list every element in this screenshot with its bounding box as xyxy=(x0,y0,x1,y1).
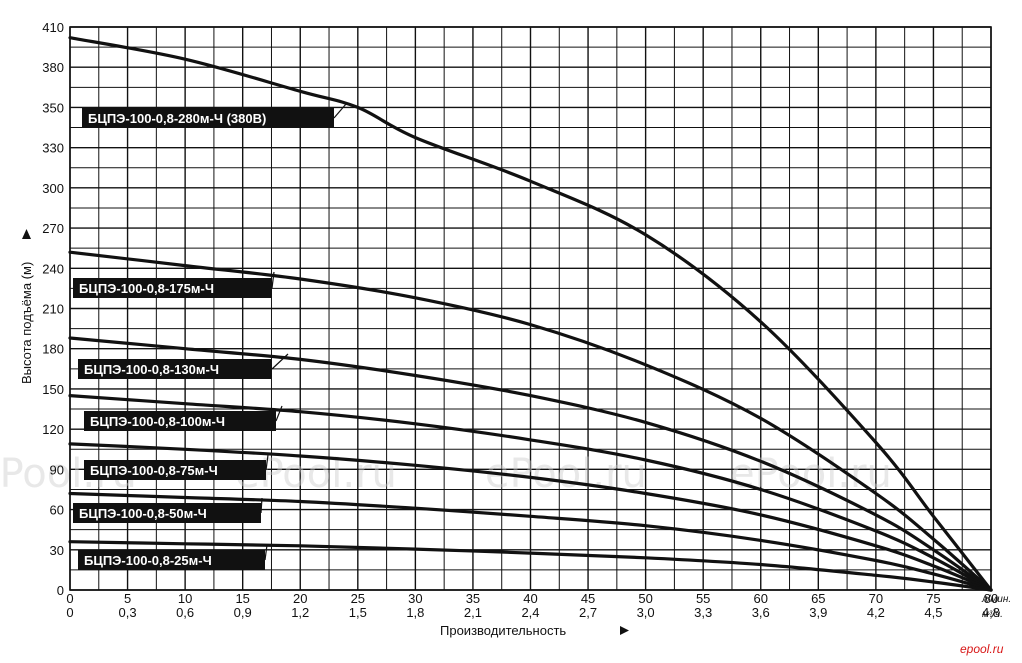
series-line xyxy=(68,36,993,592)
x-tick-label-secondary: 0,9 xyxy=(234,605,252,620)
x-tick-label-secondary: 3,3 xyxy=(694,605,712,620)
x-unit-primary: л/мин. xyxy=(981,594,1011,605)
x-tick-label-primary: 45 xyxy=(581,591,595,606)
x-tick-label-secondary: 3,9 xyxy=(809,605,827,620)
series-line xyxy=(68,540,993,592)
series-label: БЦПЭ-100-0,8-100м-Ч xyxy=(90,414,225,429)
x-axis-title: Производительность xyxy=(440,623,566,638)
x-tick-label-primary: 15 xyxy=(235,591,249,606)
series-line xyxy=(68,336,993,592)
series-label-leader xyxy=(264,544,268,561)
series-label-box xyxy=(78,359,272,379)
x-tick-label-primary: 25 xyxy=(351,591,365,606)
y-tick-label: 60 xyxy=(50,503,64,518)
y-tick-label: 270 xyxy=(42,221,64,236)
x-tick-label-secondary: 2,1 xyxy=(464,605,482,620)
x-tick-label-primary: 20 xyxy=(293,591,307,606)
series-line xyxy=(68,442,993,592)
series-line xyxy=(68,250,993,592)
y-tick-label: 350 xyxy=(42,100,64,115)
site-logo: epool.ru xyxy=(960,642,1004,656)
tick-labels: 0050,3100,6150,9201,2251,5301,8352,1402,… xyxy=(42,20,1000,620)
x-tick-label-secondary: 4,8 xyxy=(982,605,1000,620)
x-tick-label-secondary: 0,3 xyxy=(119,605,137,620)
series-label-box xyxy=(73,278,272,298)
x-axis-arrow-icon xyxy=(620,626,629,635)
series-label-leader xyxy=(260,497,263,514)
curves xyxy=(68,36,993,592)
series-label-box xyxy=(84,411,276,431)
x-tick-label-secondary: 1,8 xyxy=(406,605,424,620)
series-label-box xyxy=(84,460,266,480)
series-label: БЦПЭ-100-0,8-280м-Ч (380В) xyxy=(88,111,266,126)
x-tick-label-secondary: 2,4 xyxy=(521,605,539,620)
series-label-leader xyxy=(271,353,289,370)
y-tick-label: 90 xyxy=(50,462,64,477)
y-tick-label: 180 xyxy=(42,342,64,357)
x-tick-label-secondary: 1,5 xyxy=(349,605,367,620)
y-tick-label: 120 xyxy=(42,422,64,437)
y-tick-label: 150 xyxy=(42,382,64,397)
y-tick-label: 0 xyxy=(57,583,64,598)
x-unit-secondary: м³/ч. xyxy=(982,609,1003,620)
series-label: БЦПЭ-100-0,8-25м-Ч xyxy=(84,553,212,568)
series-label-leader xyxy=(275,405,283,422)
x-tick-label-secondary: 3,0 xyxy=(637,605,655,620)
series-label: БЦПЭ-100-0,8-50м-Ч xyxy=(79,506,207,521)
plot-frame xyxy=(69,26,992,591)
x-tick-label-secondary: 4,5 xyxy=(924,605,942,620)
series-label-box xyxy=(82,108,334,128)
x-tick-label-primary: 80 xyxy=(984,591,998,606)
series-line xyxy=(68,394,993,592)
y-tick-label: 240 xyxy=(42,261,64,276)
y-tick-label: 330 xyxy=(42,141,64,156)
x-tick-label-primary: 70 xyxy=(869,591,883,606)
x-tick-label-primary: 75 xyxy=(926,591,940,606)
y-tick-label: 300 xyxy=(42,181,64,196)
series-label: БЦПЭ-100-0,8-75м-Ч xyxy=(90,463,218,478)
y-tick-label: 380 xyxy=(42,60,64,75)
x-tick-label-secondary: 0 xyxy=(66,605,73,620)
y-axis-arrow-icon xyxy=(22,229,31,239)
y-tick-label: 30 xyxy=(50,543,64,558)
series-label-leader xyxy=(333,103,347,119)
y-axis-title: Высота подъёма (м) xyxy=(19,262,34,384)
x-tick-label-secondary: 2,7 xyxy=(579,605,597,620)
x-tick-label-secondary: 1,2 xyxy=(291,605,309,620)
series-label-box xyxy=(78,550,265,570)
series-label: БЦПЭ-100-0,8-175м-Ч xyxy=(79,281,214,296)
x-tick-label-primary: 10 xyxy=(178,591,192,606)
x-tick-label-primary: 55 xyxy=(696,591,710,606)
x-tick-label-primary: 35 xyxy=(466,591,480,606)
series-labels: БЦПЭ-100-0,8-280м-Ч (380В) БЦПЭ-100-0,8-1… xyxy=(73,103,347,570)
x-tick-label-secondary: 0,6 xyxy=(176,605,194,620)
x-tick-label-primary: 65 xyxy=(811,591,825,606)
x-tick-label-primary: 40 xyxy=(523,591,537,606)
x-tick-label-primary: 50 xyxy=(638,591,652,606)
x-tick-label-primary: 60 xyxy=(754,591,768,606)
x-tick-label-secondary: 4,2 xyxy=(867,605,885,620)
x-tick-label-primary: 30 xyxy=(408,591,422,606)
y-tick-label: 410 xyxy=(42,20,64,35)
y-tick-label: 210 xyxy=(42,302,64,317)
x-tick-label-primary: 5 xyxy=(124,591,131,606)
x-tick-label-secondary: 3,6 xyxy=(752,605,770,620)
series-label-leader xyxy=(271,271,275,289)
series-line xyxy=(68,491,993,592)
series-label-box xyxy=(73,503,261,523)
x-tick-label-primary: 0 xyxy=(66,591,73,606)
series-label: БЦПЭ-100-0,8-130м-Ч xyxy=(84,362,219,377)
series-label-leader xyxy=(265,454,269,471)
